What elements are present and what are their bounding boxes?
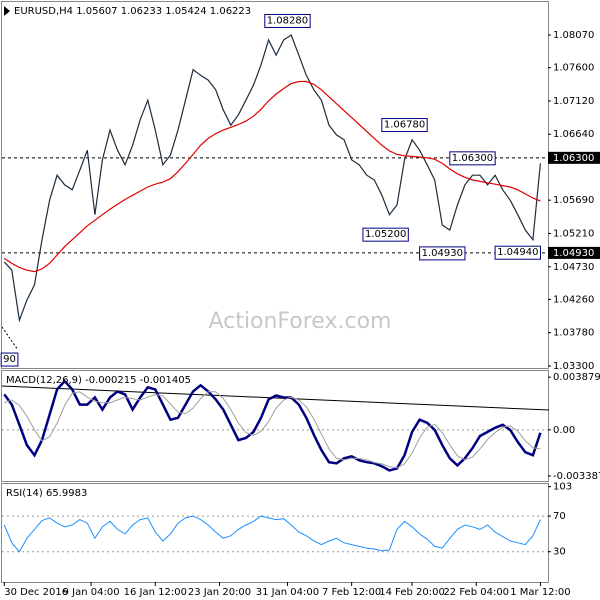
watermark: ActionForex.com	[209, 309, 392, 334]
panel-title: RSI(14) 65.9983	[6, 488, 87, 499]
annotation: 1.04930	[419, 246, 466, 261]
series-line	[3, 34, 541, 323]
series-line	[3, 515, 541, 553]
annotation: 1.06780	[381, 118, 428, 133]
panel-title: EURUSD,H4 1.05607 1.06233 1.05424 1.0622…	[14, 6, 251, 17]
series-line	[3, 379, 542, 472]
x-tick-label: 22 Feb 04:00	[443, 587, 509, 598]
price-tag-label: 1.06300	[553, 153, 594, 164]
annotation-label: 1.06780	[384, 120, 425, 131]
y-tick-label: 0.00	[553, 425, 575, 436]
macd-trendline	[1, 385, 550, 411]
annotation: 1.05200	[362, 227, 409, 242]
panel-title: MACD(12,26,9) -0.000215 -0.001405	[6, 375, 191, 386]
annotation-label: 1.04930	[422, 248, 463, 259]
series-line	[4, 391, 541, 469]
annotation-box	[0, 352, 19, 367]
annotation: 1.08280	[264, 13, 311, 28]
price-tag-label: 1.04930	[553, 248, 594, 259]
y-tick-label: 1.06640	[553, 129, 594, 140]
x-tick-label: 23 Jan 20:00	[188, 587, 251, 598]
y-tick-label: -0.003387	[553, 471, 600, 482]
x-tick-label: 31 Jan 04:00	[256, 587, 319, 598]
price-tag	[548, 246, 600, 259]
y-tick-label: 1.07120	[553, 96, 594, 107]
trendline-stub	[1, 326, 19, 351]
y-tick-label: 0.003879	[553, 372, 600, 383]
series-line	[3, 80, 541, 273]
y-tick-label: 1.08070	[553, 30, 594, 41]
y-tick-label: 1.07600	[553, 63, 594, 74]
annotation: 90	[0, 352, 19, 367]
title-icon	[4, 6, 10, 16]
y-tick-label: 30	[553, 547, 566, 558]
y-tick-label: 1.03300	[553, 361, 594, 372]
x-tick-label: 16 Jan 12:00	[124, 587, 187, 598]
x-tick-label: 9 Jan 04:00	[63, 587, 120, 598]
annotation-label: 1.06300	[452, 153, 493, 164]
price-tag	[548, 151, 600, 164]
x-tick-label: 14 Feb 20:00	[379, 587, 445, 598]
y-tick-label: 1.05690	[553, 195, 594, 206]
annotation-box	[381, 118, 428, 133]
x-tick-label: 1 Mar 12:00	[510, 587, 570, 598]
y-tick-label: 1.04730	[553, 262, 594, 273]
annotation-box	[449, 151, 496, 166]
annotation: 1.04940	[494, 245, 541, 260]
annotation-box	[264, 13, 311, 28]
annotation-label: 1.08280	[267, 15, 308, 26]
x-tick-label: 30 Dec 2016	[4, 587, 68, 598]
annotation-label: 1.05200	[365, 229, 406, 240]
annotation-label: 1.04940	[497, 247, 538, 258]
x-tick-label: 7 Feb 12:00	[322, 587, 381, 598]
y-tick-label: 1.03780	[553, 328, 594, 339]
y-tick-label: 103	[553, 482, 572, 493]
annotation-box	[494, 245, 541, 260]
annotation-label: 90	[3, 354, 16, 365]
y-tick-label: 1.04260	[553, 294, 594, 305]
y-tick-label: 70	[553, 511, 566, 522]
rsi-panel	[1, 483, 549, 583]
annotation-box	[419, 246, 466, 261]
annotation: 1.06300	[449, 151, 496, 166]
y-tick-label: 1.05210	[553, 228, 594, 239]
annotation-box	[362, 227, 409, 242]
macd-panel	[1, 370, 549, 482]
price-panel	[1, 1, 549, 369]
